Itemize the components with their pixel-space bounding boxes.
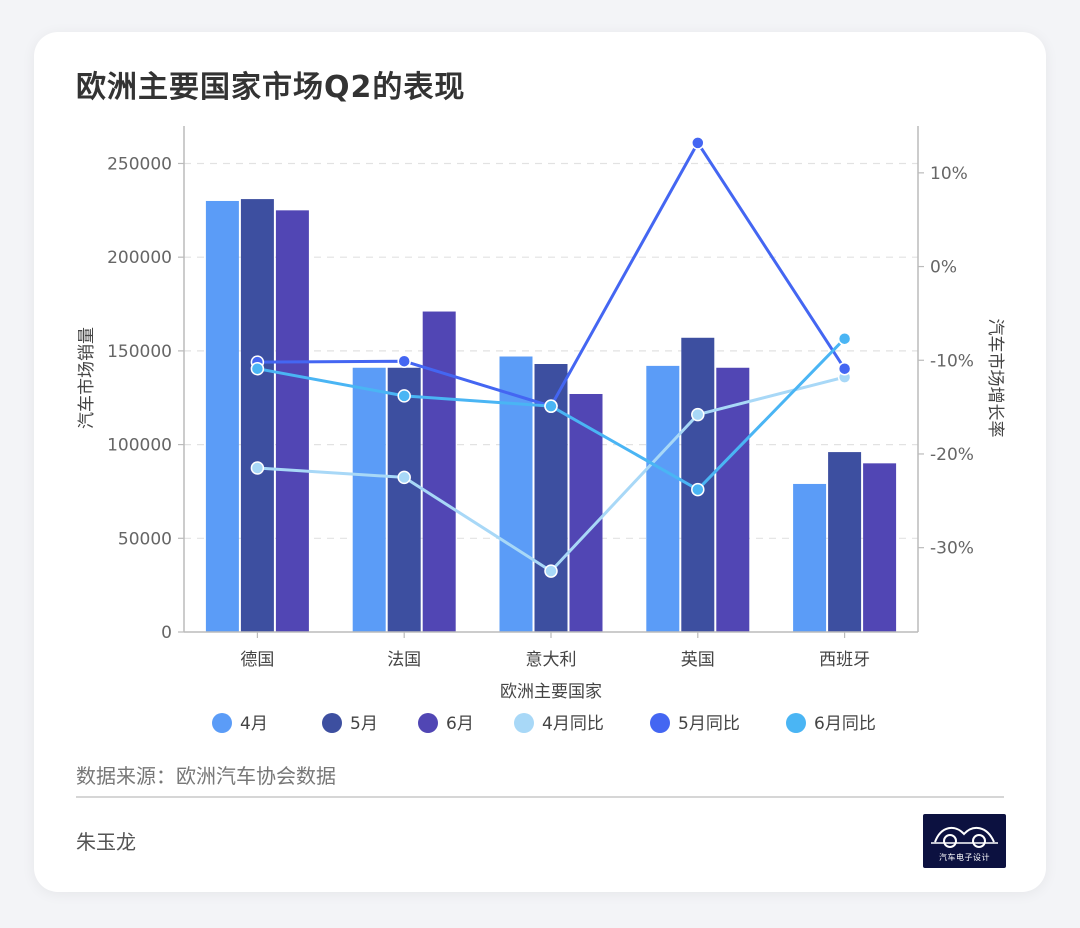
y2-tick-label: -10% <box>930 351 974 371</box>
y-tick-label: 100000 <box>107 436 172 456</box>
x-tick-label: 意大利 <box>526 650 577 670</box>
point-6月同比-西班牙 <box>837 331 852 346</box>
car-logo-icon <box>931 826 998 848</box>
logo-text: 汽车电子设计 <box>939 853 990 862</box>
bar-4月-德国 <box>205 200 239 633</box>
author-name: 朱玉龙 <box>76 830 136 854</box>
chart-title: 欧洲主要国家市场Q2的表现 <box>76 70 466 105</box>
legend-marker-4月 <box>212 713 232 733</box>
y2-tick-label: 0% <box>930 258 957 278</box>
y-tick-label: 150000 <box>107 342 172 362</box>
legend-label-4月: 4月 <box>240 714 268 734</box>
legend-marker-4月同比 <box>514 713 534 733</box>
y2-axis-title: 汽车市场增长率 <box>985 319 1005 438</box>
bar-6月-英国 <box>716 367 750 632</box>
legend-label-5月同比: 5月同比 <box>678 714 740 734</box>
point-4月同比-德国 <box>250 461 265 475</box>
legend-label-6月: 6月 <box>446 714 474 734</box>
point-5月同比-法国 <box>397 354 411 368</box>
x-tick-label: 法国 <box>387 650 421 670</box>
legend-label-6月同比: 6月同比 <box>814 714 876 734</box>
y-tick-label: 200000 <box>107 248 172 268</box>
bar-4月-西班牙 <box>793 483 827 632</box>
point-6月同比-意大利 <box>544 399 558 413</box>
y-tick-label: 50000 <box>118 529 172 549</box>
legend-label-5月: 5月 <box>350 714 378 734</box>
bar-6月-意大利 <box>569 393 603 632</box>
y2-tick-label: -30% <box>930 539 974 559</box>
y2-tick-label: -20% <box>930 445 974 465</box>
bar-6月-法国 <box>422 311 456 632</box>
x-tick-label: 西班牙 <box>819 650 870 670</box>
point-4月同比-意大利 <box>544 564 558 578</box>
point-6月同比-德国 <box>250 361 265 376</box>
legend-marker-6月 <box>418 713 438 733</box>
point-5月同比-英国 <box>691 136 705 150</box>
legend-marker-5月同比 <box>650 713 670 733</box>
bar-5月-西班牙 <box>828 452 862 632</box>
point-6月同比-法国 <box>397 389 411 403</box>
y2-tick-label: 10% <box>930 164 968 184</box>
x-tick-label: 德国 <box>240 650 274 670</box>
bar-5月-德国 <box>240 199 274 633</box>
point-4月同比-英国 <box>691 407 705 422</box>
point-6月同比-英国 <box>691 482 705 497</box>
footer-divider <box>76 796 1004 798</box>
legend-label-4月同比: 4月同比 <box>542 714 604 734</box>
bar-4月-英国 <box>646 365 680 632</box>
point-4月同比-法国 <box>397 470 411 485</box>
bar-6月-西班牙 <box>863 463 897 632</box>
y-axis-title: 汽车市场销量 <box>77 327 97 429</box>
data-source-note: 数据来源：欧洲汽车协会数据 <box>76 764 336 788</box>
combo-chart: 0 50000 100000 150000 200000 250000 -30% -20% -1… <box>77 126 1005 734</box>
legend-marker-6月同比 <box>786 713 806 733</box>
bar-4月-法国 <box>352 367 386 632</box>
y-tick-label: 0 <box>161 623 172 643</box>
y-tick-label: 250000 <box>107 154 172 174</box>
x-tick-label: 英国 <box>681 650 715 670</box>
bar-5月-法国 <box>387 367 421 632</box>
point-5月同比-西班牙 <box>837 361 852 376</box>
x-axis-title: 欧洲主要国家 <box>500 682 602 702</box>
legend-marker-5月 <box>322 713 342 733</box>
brand-logo: 汽车电子设计 <box>923 814 1006 868</box>
bar-6月-德国 <box>275 210 309 633</box>
